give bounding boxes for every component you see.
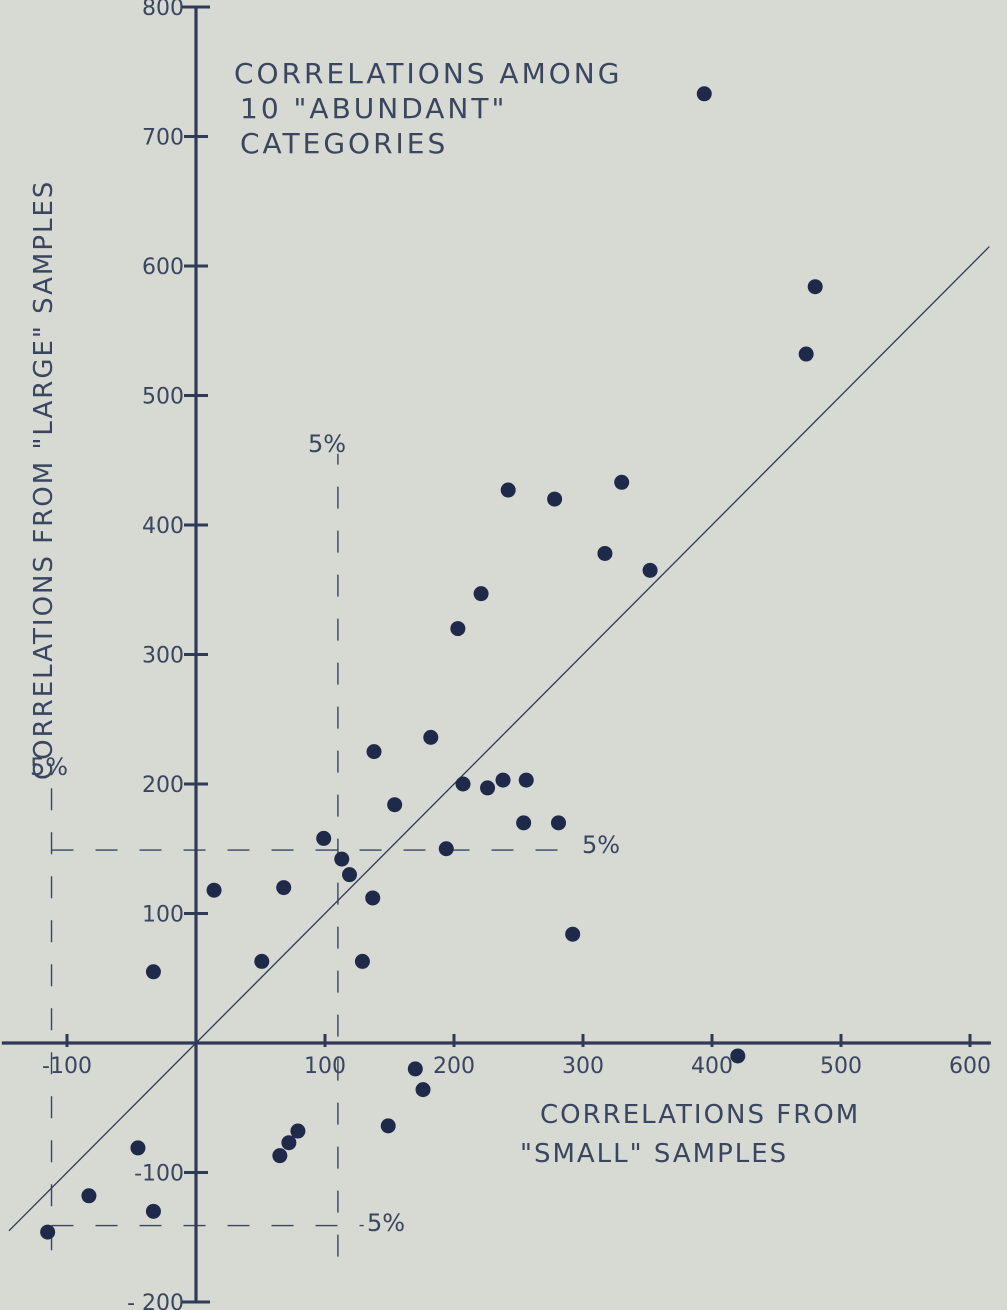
data-point — [565, 926, 581, 942]
tick-labels: -100 100 200 300 400 500 600 -100 - 200 100 200 300… — [42, 0, 991, 1310]
sig-label-y-positive: 5% — [582, 831, 620, 859]
data-point — [40, 1224, 56, 1240]
data-point — [206, 882, 222, 898]
data-point — [354, 953, 370, 969]
data-point — [415, 1082, 431, 1098]
data-point — [518, 772, 534, 788]
data-point — [807, 279, 823, 295]
chart-title-line-1: CORRELATIONS AMONG — [234, 57, 622, 90]
data-point — [342, 867, 358, 883]
data-point — [81, 1188, 97, 1204]
y-tick-label: -100 — [134, 1162, 184, 1187]
chart-title-line-2: 10 "ABUNDANT" — [240, 92, 507, 125]
y-tick-label: 800 — [142, 0, 184, 21]
sig-label-x-negative: 5% — [30, 753, 68, 781]
y-tick-label: - 200 — [127, 1291, 184, 1310]
significance-labels: 5% 5% 5% 5% — [30, 430, 620, 1237]
y-tick-label: 500 — [142, 385, 184, 410]
y-tick-label: 400 — [142, 514, 184, 539]
data-point — [597, 545, 613, 561]
x-axis-title-line-1: CORRELATIONS FROM — [540, 1100, 860, 1130]
data-point — [276, 880, 292, 896]
data-point — [500, 482, 516, 498]
x-axis-title: CORRELATIONS FROM "SMALL" SAMPLES — [520, 1100, 860, 1169]
x-axis-title-line-2: "SMALL" SAMPLES — [520, 1139, 788, 1169]
x-tick-label: 200 — [433, 1054, 475, 1079]
x-tick-label: -100 — [42, 1054, 92, 1079]
data-point — [272, 1148, 288, 1164]
data-point — [642, 562, 658, 578]
data-point — [281, 1135, 297, 1151]
data-point — [798, 346, 814, 362]
data-point — [547, 491, 563, 507]
data-points — [40, 86, 823, 1240]
y-tick-label: 600 — [142, 255, 184, 280]
y-tick-label: 200 — [142, 773, 184, 798]
data-point — [365, 890, 381, 906]
data-point — [473, 586, 489, 602]
chart-title: CORRELATIONS AMONG 10 "ABUNDANT" CATEGOR… — [234, 57, 622, 160]
chart-title-line-3: CATEGORIES — [240, 127, 448, 160]
x-tick-label: 600 — [949, 1054, 991, 1079]
tick-marks — [65, 135, 972, 1174]
data-point — [480, 780, 496, 796]
data-point — [407, 1061, 423, 1077]
identity-reference-line — [8, 246, 990, 1232]
sig-label-y-negative: 5% — [367, 1209, 405, 1237]
data-point — [450, 621, 466, 637]
data-point — [316, 830, 332, 846]
data-point — [455, 776, 471, 792]
x-tick-label: 500 — [820, 1054, 862, 1079]
data-point — [290, 1123, 306, 1139]
data-point — [254, 953, 270, 969]
data-point — [438, 841, 454, 857]
data-point — [130, 1140, 146, 1156]
data-point — [145, 964, 161, 980]
sig-label-x-positive: 5% — [308, 430, 346, 458]
y-tick-label: 100 — [142, 903, 184, 928]
data-point — [366, 744, 382, 760]
x-tick-label: 100 — [304, 1054, 346, 1079]
data-point — [380, 1118, 396, 1134]
data-point — [334, 851, 350, 867]
data-point — [614, 474, 630, 490]
y-tick-label: 700 — [142, 126, 184, 151]
y-tick-label: 300 — [142, 644, 184, 669]
data-point — [495, 772, 511, 788]
significance-threshold-lines — [50, 453, 571, 1257]
data-point — [516, 815, 532, 831]
y-axis-title: CORRELATIONS FROM "LARGE" SAMPLES — [29, 180, 59, 780]
data-point — [387, 797, 403, 813]
x-tick-label: 300 — [562, 1054, 604, 1079]
x-tick-label: 400 — [691, 1054, 733, 1079]
data-point — [423, 729, 439, 745]
data-point — [145, 1203, 161, 1219]
data-point — [730, 1048, 746, 1064]
data-point — [696, 86, 712, 102]
data-point — [550, 815, 566, 831]
